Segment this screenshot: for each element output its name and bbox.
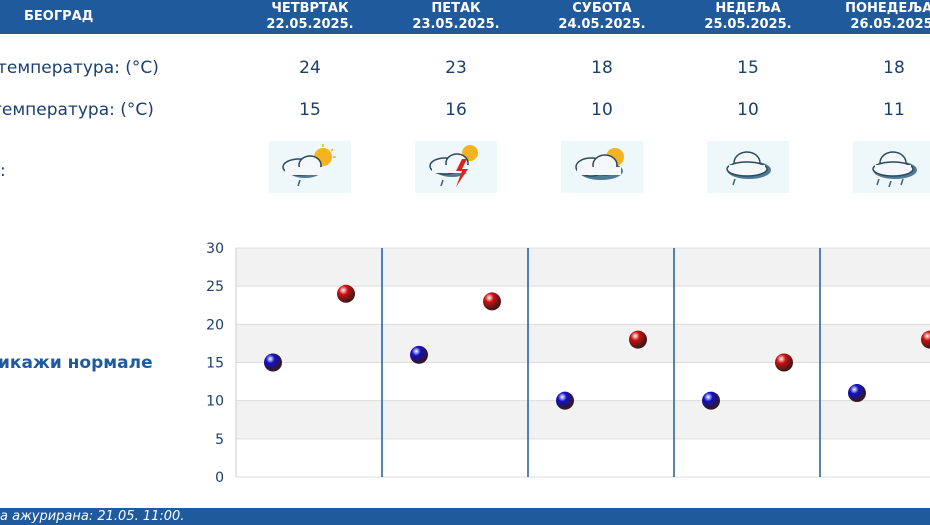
grid-band <box>236 400 930 439</box>
day-header-5: ПОНЕДЕЉАК 26.05.2025. <box>834 1 930 33</box>
day-name: ПЕТАК <box>431 1 481 16</box>
forecast-header: БЕОГРАД ЧЕТВРТАК 22.05.2025. ПЕТАК 23.05… <box>0 0 930 34</box>
y-tick-label: 25 <box>206 279 224 295</box>
y-tick-label: 10 <box>206 394 224 410</box>
day-name: ЧЕТВРТАК <box>271 1 349 16</box>
data-point <box>629 330 647 349</box>
data-point <box>702 391 720 410</box>
max-temp-value: 18 <box>591 58 613 78</box>
last-updated-text: а ажурирана: 21.05. 11:00. <box>0 509 185 524</box>
day-header-2: ПЕТАК 23.05.2025. <box>396 1 516 33</box>
min-temp-value: 10 <box>591 100 613 120</box>
cloud-rain-icon <box>853 141 930 193</box>
day-header-1: ЧЕТВРТАК 22.05.2025. <box>250 1 370 33</box>
min-temp-value: 15 <box>299 100 321 120</box>
max-temp-label: температура: (°C) <box>0 58 159 78</box>
show-normals-link[interactable]: икажи нормале <box>0 353 153 373</box>
sun-cloud-icon <box>561 141 643 193</box>
sun-cloud-storm-icon <box>415 141 497 193</box>
y-tick-label: 15 <box>206 356 224 372</box>
max-temp-value: 15 <box>737 58 759 78</box>
min-temp-value: 16 <box>445 100 467 120</box>
data-point <box>775 353 793 372</box>
grid-band <box>236 248 930 287</box>
y-tick-label: 20 <box>206 317 224 333</box>
data-point <box>921 330 930 349</box>
min-temp-value: 10 <box>737 100 759 120</box>
day-date: 22.05.2025. <box>266 17 354 32</box>
sun-cloud-rain-icon <box>269 141 351 193</box>
city-name: БЕОГРАД <box>24 9 94 24</box>
data-point <box>483 292 501 311</box>
day-date: 24.05.2025. <box>558 17 646 32</box>
y-tick-label: 5 <box>215 432 224 448</box>
day-date: 26.05.2025. <box>850 17 930 32</box>
day-name: НЕДЕЉА <box>715 1 781 16</box>
day-name: СУБОТА <box>572 1 632 16</box>
footer-bar: а ажурирана: 21.05. 11:00. <box>0 508 930 525</box>
weather-label: : <box>0 161 6 181</box>
day-date: 25.05.2025. <box>704 17 792 32</box>
max-temp-value: 18 <box>883 58 905 78</box>
min-temp-label: температура: (°C) <box>0 100 154 120</box>
data-point <box>410 345 428 364</box>
min-temp-value: 11 <box>883 100 905 120</box>
max-temp-value: 23 <box>445 58 467 78</box>
grid-band <box>236 324 930 363</box>
data-point <box>264 353 282 372</box>
day-name: ПОНЕДЕЉАК <box>845 1 930 16</box>
data-point <box>556 391 574 410</box>
data-point <box>337 284 355 303</box>
day-header-4: НЕДЕЉА 25.05.2025. <box>688 1 808 33</box>
day-header-3: СУБОТА 24.05.2025. <box>542 1 662 33</box>
day-date: 23.05.2025. <box>412 17 500 32</box>
cloud-light-rain-icon <box>707 141 789 193</box>
y-tick-label: 30 <box>206 241 224 257</box>
y-tick-label: 0 <box>215 470 224 486</box>
max-temp-value: 24 <box>299 58 321 78</box>
data-point <box>848 384 866 403</box>
temperature-chart: 0 5 10 15 20 25 30 <box>206 241 930 486</box>
